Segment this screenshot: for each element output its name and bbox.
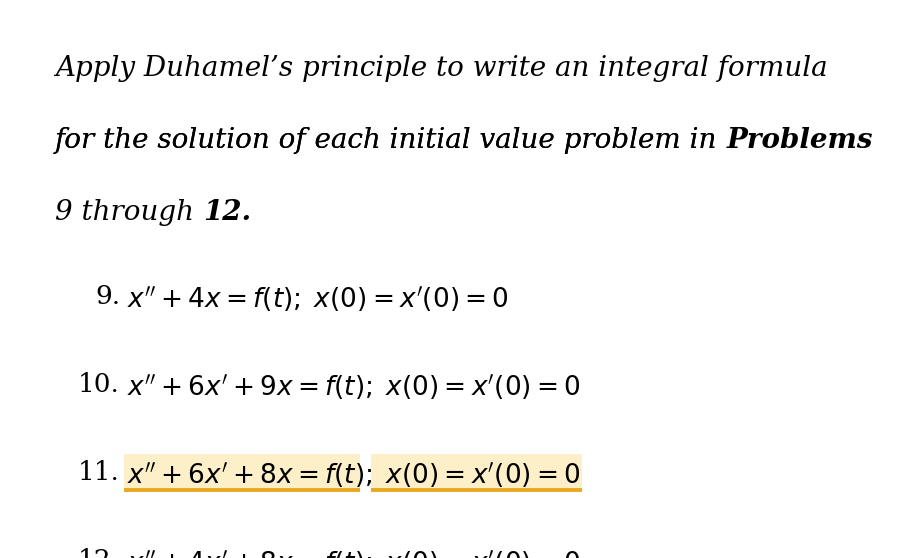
Text: $x''+6x'+9x = f(t);\; x(0) = x'(0) = 0$: $x''+6x'+9x = f(t);\; x(0) = x'(0) = 0$ [127,372,581,402]
Text: $x''+4x = f(t);\; x(0) = x'(0) = 0$: $x''+4x = f(t);\; x(0) = x'(0) = 0$ [127,284,509,314]
Bar [371,454,583,489]
Text: for the solution of each initial value problem in: for the solution of each initial value p… [55,127,727,154]
Text: $x''+6x'+8x = f(t);\; x(0) = x'(0) = 0$: $x''+6x'+8x = f(t);\; x(0) = x'(0) = 0$ [127,460,581,490]
Text: for the solution of each initial value problem in: for the solution of each initial value p… [55,127,727,154]
Text: 10.: 10. [78,372,120,397]
Text: $x''+4x'+8x = f(t);\; x(0) = x'(0) = 0$: $x''+4x'+8x = f(t);\; x(0) = x'(0) = 0$ [127,548,581,558]
Text: Problems: Problems [727,127,873,154]
Text: 9.: 9. [95,284,120,309]
Text: 9 through: 9 through [55,199,203,226]
Text: 12.: 12. [203,199,251,226]
Text: 12.: 12. [78,548,120,558]
Text: 11.: 11. [78,460,120,485]
Text: Apply Duhamel’s principle to write an integral formula: Apply Duhamel’s principle to write an in… [55,55,828,82]
Bar [124,454,361,489]
